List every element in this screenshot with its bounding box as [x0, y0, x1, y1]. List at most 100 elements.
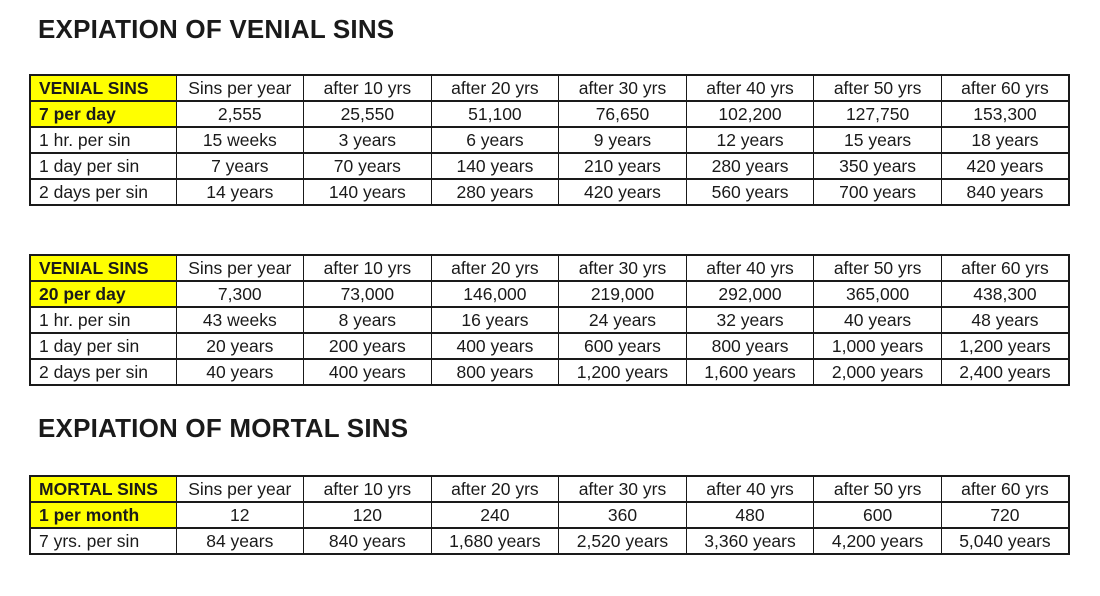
column-header-cell: after 30 yrs	[558, 254, 687, 282]
value-cell: 2,000 years	[813, 358, 942, 386]
value-cell: 6 years	[430, 126, 560, 154]
value-cell: 73,000	[303, 280, 432, 308]
value-cell: 210 years	[558, 152, 687, 180]
value-cell: 3 years	[303, 126, 432, 154]
row-label-cell: 2 days per sin	[29, 178, 177, 206]
row-label-cell: 1 day per sin	[29, 152, 177, 180]
value-cell: 14 years	[175, 178, 305, 206]
value-cell: 140 years	[430, 152, 560, 180]
value-cell: 420 years	[940, 152, 1070, 180]
column-header-cell: after 60 yrs	[940, 74, 1070, 102]
table-title-cell: VENIAL SINS	[29, 74, 177, 102]
table-row: 1 hr. per sin 43 weeks 8 years 16 years 24 y…	[29, 306, 1070, 334]
value-cell: 51,100	[430, 100, 560, 128]
value-cell: 5,040 years	[940, 527, 1070, 555]
value-cell: 420 years	[558, 178, 687, 206]
value-cell: 840 years	[303, 527, 432, 555]
value-cell: 4,200 years	[813, 527, 942, 555]
value-cell: 438,300	[940, 280, 1070, 308]
value-cell: 20 years	[175, 332, 305, 360]
value-cell: 3,360 years	[685, 527, 815, 555]
value-cell: 70 years	[303, 152, 432, 180]
value-cell: 40 years	[813, 306, 942, 334]
column-header-cell: after 60 yrs	[940, 254, 1070, 282]
row-label-cell: 1 hr. per sin	[29, 126, 177, 154]
value-cell: 7 years	[175, 152, 305, 180]
value-cell: 720	[940, 501, 1070, 529]
column-header-cell: after 50 yrs	[813, 475, 942, 503]
value-cell: 43 weeks	[175, 306, 305, 334]
value-cell: 292,000	[685, 280, 815, 308]
table-row: 7 per day 2,555 25,550 51,100 76,650 102,200 1…	[29, 100, 1070, 128]
value-cell: 140 years	[303, 178, 432, 206]
value-cell: 8 years	[303, 306, 432, 334]
table-row: 1 hr. per sin 15 weeks 3 years 6 years 9 yea…	[29, 126, 1070, 154]
column-header-cell: after 20 yrs	[430, 74, 560, 102]
table-row: 20 per day 7,300 73,000 146,000 219,000 292,0…	[29, 280, 1070, 308]
value-cell: 2,520 years	[558, 527, 687, 555]
table-title-cell: MORTAL SINS	[29, 475, 177, 503]
header-row: VENIAL SINS Sins per year after 10 yrs afte…	[29, 74, 1070, 102]
venial-sins-7-per-day-table: VENIAL SINS Sins per year after 10 yrs afte…	[29, 74, 1070, 206]
value-cell: 600 years	[558, 332, 687, 360]
value-cell: 2,400 years	[940, 358, 1070, 386]
value-cell: 400 years	[430, 332, 560, 360]
column-header-cell: after 10 yrs	[303, 475, 432, 503]
mortal-sins-table: MORTAL SINS Sins per year after 10 yrs afte…	[29, 475, 1070, 555]
value-cell: 153,300	[940, 100, 1070, 128]
table-row: 2 days per sin 40 years 400 years 800 years…	[29, 358, 1070, 386]
section-title-venial-sins: EXPIATION OF VENIAL SINS	[38, 14, 395, 44]
value-cell: 400 years	[303, 358, 432, 386]
value-cell: 560 years	[685, 178, 815, 206]
column-header-cell: Sins per year	[175, 74, 305, 102]
value-cell: 146,000	[430, 280, 560, 308]
venial-sins-20-per-day-table: VENIAL SINS Sins per year after 10 yrs afte…	[29, 254, 1070, 386]
value-cell: 127,750	[813, 100, 942, 128]
value-cell: 280 years	[430, 178, 560, 206]
table-row: 1 day per sin 20 years 200 years 400 years 6…	[29, 332, 1070, 360]
table-row: 1 day per sin 7 years 70 years 140 years 210…	[29, 152, 1070, 180]
value-cell: 48 years	[940, 306, 1070, 334]
table-title-cell: VENIAL SINS	[29, 254, 177, 282]
table-row: 7 yrs. per sin 84 years 840 years 1,680 yea…	[29, 527, 1070, 555]
row-label-cell: 1 day per sin	[29, 332, 177, 360]
column-header-cell: after 40 yrs	[685, 254, 815, 282]
value-cell: 280 years	[685, 152, 815, 180]
value-cell: 12 years	[685, 126, 815, 154]
column-header-cell: after 20 yrs	[430, 254, 560, 282]
section-title-mortal-sins: EXPIATION OF MORTAL SINS	[38, 413, 409, 443]
row-label-cell: 20 per day	[29, 280, 177, 308]
value-cell: 1,000 years	[813, 332, 942, 360]
value-cell: 9 years	[558, 126, 687, 154]
value-cell: 219,000	[558, 280, 687, 308]
value-cell: 120	[303, 501, 432, 529]
value-cell: 1,600 years	[685, 358, 815, 386]
column-header-cell: after 20 yrs	[430, 475, 560, 503]
row-label-cell: 2 days per sin	[29, 358, 177, 386]
row-label-cell: 1 hr. per sin	[29, 306, 177, 334]
column-header-cell: after 60 yrs	[940, 475, 1070, 503]
row-label-cell: 1 per month	[29, 501, 177, 529]
value-cell: 102,200	[685, 100, 815, 128]
value-cell: 800 years	[430, 358, 560, 386]
value-cell: 12	[175, 501, 305, 529]
column-header-cell: after 30 yrs	[558, 74, 687, 102]
value-cell: 700 years	[813, 178, 942, 206]
column-header-cell: after 40 yrs	[685, 74, 815, 102]
row-label-cell: 7 yrs. per sin	[29, 527, 177, 555]
value-cell: 16 years	[430, 306, 560, 334]
value-cell: 1,680 years	[430, 527, 560, 555]
value-cell: 7,300	[175, 280, 305, 308]
header-row: MORTAL SINS Sins per year after 10 yrs afte…	[29, 475, 1070, 503]
value-cell: 350 years	[813, 152, 942, 180]
value-cell: 32 years	[685, 306, 815, 334]
value-cell: 15 weeks	[175, 126, 305, 154]
column-header-cell: after 30 yrs	[558, 475, 687, 503]
value-cell: 24 years	[558, 306, 687, 334]
column-header-cell: after 50 yrs	[813, 74, 942, 102]
column-header-cell: Sins per year	[175, 475, 305, 503]
column-header-cell: after 10 yrs	[303, 74, 432, 102]
value-cell: 18 years	[940, 126, 1070, 154]
value-cell: 1,200 years	[558, 358, 687, 386]
column-header-cell: after 10 yrs	[303, 254, 432, 282]
